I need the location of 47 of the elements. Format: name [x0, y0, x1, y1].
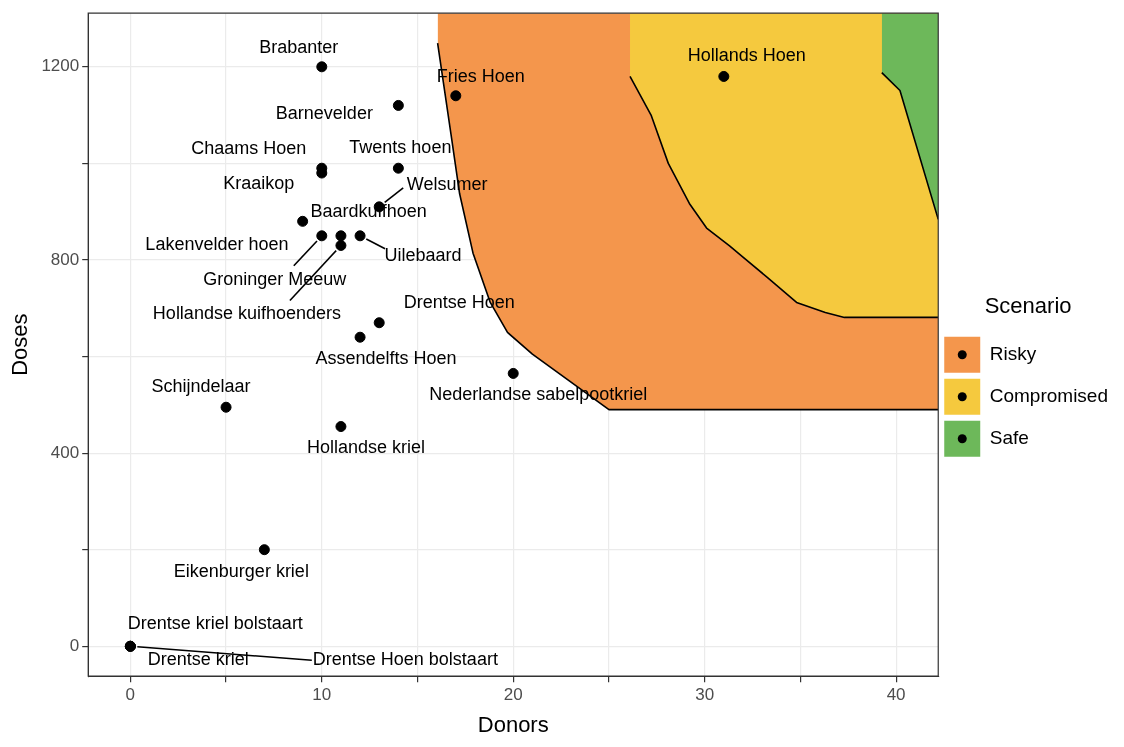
annotation: Eikenburger kriel [173, 560, 309, 581]
point [392, 99, 404, 111]
x-axis-title: Donors [477, 711, 549, 737]
annotation: Uilebaard [384, 244, 462, 265]
legend-label: Compromised [989, 384, 1109, 406]
point [373, 317, 385, 329]
point [392, 162, 404, 174]
annotation: Chaams Hoen [191, 138, 307, 159]
legend-title: Scenario [984, 293, 1072, 319]
annotation: Drentse Hoen bolstaart [312, 649, 498, 670]
annotation: Drentse kriel bolstaart [127, 613, 303, 634]
legend-label: Risky [989, 342, 1037, 364]
annotation: Brabanter [259, 36, 339, 57]
point [354, 331, 366, 343]
point [718, 70, 730, 82]
annotation: Barnevelder [275, 103, 373, 124]
point [316, 61, 328, 73]
point [335, 230, 347, 242]
annotation: Hollandse kriel [306, 436, 425, 457]
annotation: Schijndelaar [151, 376, 251, 397]
y-tick-label: 1200 [41, 56, 80, 76]
x-tick-label: 30 [695, 685, 715, 705]
point [507, 367, 519, 379]
x-tick-label: 10 [312, 685, 332, 705]
point [450, 90, 462, 102]
annotation: Hollands Hoen [687, 45, 806, 66]
x-tick-label: 40 [886, 685, 906, 705]
point [335, 421, 347, 433]
y-tick-label: 800 [50, 249, 80, 269]
point [335, 239, 347, 251]
point [220, 401, 232, 413]
y-tick-label: 0 [69, 635, 80, 655]
x-tick-label: 0 [125, 685, 136, 705]
y-axis-title: Doses [7, 313, 33, 376]
x-tick-label: 20 [503, 685, 523, 705]
y-tick-label: 400 [50, 442, 80, 462]
point [316, 230, 328, 242]
annotation: Hollandse kuifhoenders [152, 303, 341, 324]
point [354, 230, 366, 242]
annotation: Drentse kriel [147, 649, 249, 670]
legend-label: Safe [989, 426, 1029, 448]
point [297, 215, 309, 227]
annotation: Kraaikop [223, 173, 295, 193]
annotation: Twents hoen [349, 137, 452, 158]
annotation: Assendelfts Hoen [315, 348, 457, 369]
point [258, 544, 270, 556]
annotation: Lakenvelder hoen [145, 233, 289, 254]
